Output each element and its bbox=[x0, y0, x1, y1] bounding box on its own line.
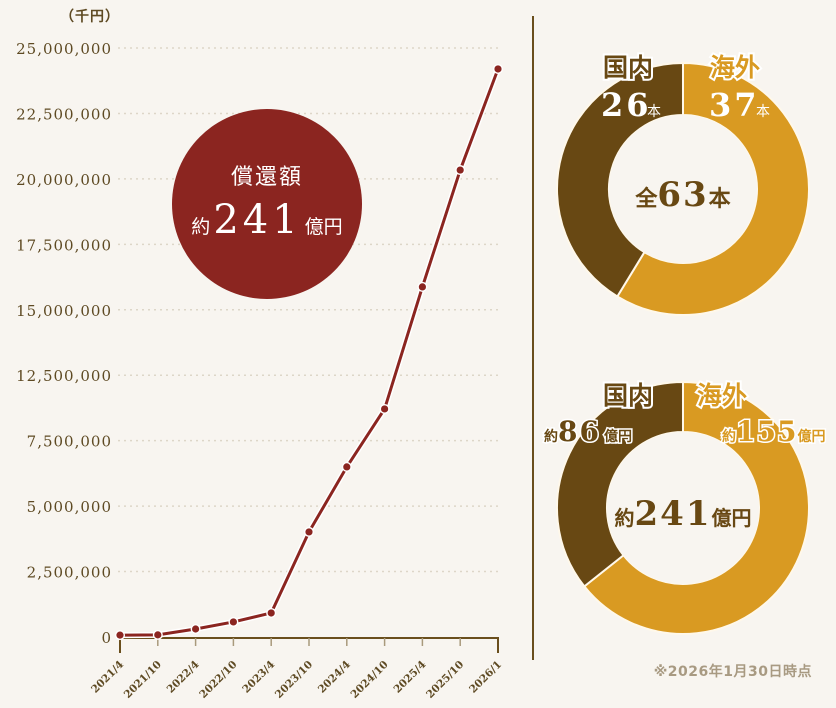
center-value: 63 bbox=[657, 175, 708, 215]
overseas-amount-prefix: 約 bbox=[722, 428, 736, 445]
y-grid: 0 2,500,000 5,000,000 7,500,000 12,500,000 15… bbox=[16, 40, 500, 647]
donut-count-center: 全63本 bbox=[634, 175, 730, 215]
x-tick-label: 2022/10 bbox=[197, 659, 239, 701]
center-prefix: 全 bbox=[634, 186, 658, 212]
overseas-label: 海外 bbox=[697, 381, 747, 410]
domestic-label: 国内 bbox=[603, 53, 653, 82]
overseas-amount: 約155億円 bbox=[722, 415, 825, 448]
section-divider bbox=[532, 16, 534, 660]
x-tick-label: 2021/4 bbox=[89, 659, 126, 696]
y-tick-label: 20,000,000 bbox=[16, 171, 112, 189]
data-point bbox=[116, 631, 124, 639]
x-tick-label: 2025/4 bbox=[391, 659, 428, 696]
center-prefix: 約 bbox=[615, 506, 635, 530]
line-series bbox=[115, 63, 503, 641]
badge-suffix: 億円 bbox=[304, 216, 343, 238]
badge-value: 241 bbox=[213, 197, 302, 243]
data-point bbox=[343, 463, 351, 471]
donut-amount-center: 約241億円 bbox=[615, 494, 752, 534]
as-of-footnote: ※2026年1月30日時点 bbox=[653, 664, 812, 680]
badge-title: 償還額 bbox=[230, 165, 303, 190]
center-value: 241 bbox=[635, 494, 712, 534]
x-tick-label: 2021/10 bbox=[122, 659, 164, 701]
domestic-amount-value: 86 bbox=[558, 415, 601, 448]
x-tick-label: 2023/4 bbox=[240, 659, 277, 696]
y-tick-label: 15,000,000 bbox=[16, 302, 112, 320]
domestic-amount-unit: 億円 bbox=[604, 428, 632, 445]
domestic-label: 国内 bbox=[603, 381, 653, 410]
donut-hole bbox=[609, 115, 757, 263]
data-point bbox=[381, 405, 389, 413]
x-tick-label: 2026/1 bbox=[467, 659, 504, 696]
badge-value-row: 約 241 億円 bbox=[191, 197, 342, 243]
data-point bbox=[229, 618, 237, 626]
x-tick-label: 2024/4 bbox=[316, 659, 353, 696]
y-axis-unit-label: （千円） bbox=[60, 9, 120, 25]
center-suffix: 本 bbox=[709, 187, 731, 212]
y-tick-label: 0 bbox=[101, 629, 112, 647]
domestic-count-value: 26 bbox=[601, 86, 652, 124]
data-point bbox=[305, 528, 313, 536]
y-tick-label: 2,500,000 bbox=[27, 564, 112, 582]
data-point bbox=[192, 625, 200, 633]
donut-hole bbox=[607, 432, 759, 584]
center-suffix: 億円 bbox=[711, 506, 751, 530]
data-point bbox=[494, 65, 502, 73]
overseas-count-value: 37 bbox=[709, 86, 760, 124]
redemption-total-badge: 償還額 約 241 億円 bbox=[172, 109, 362, 299]
overseas-count-unit: 本 bbox=[756, 104, 770, 120]
domestic-count-unit: 本 bbox=[647, 104, 661, 120]
data-point bbox=[154, 631, 162, 639]
data-point bbox=[267, 609, 275, 617]
y-tick-label: 7,500,000 bbox=[27, 433, 112, 451]
x-tick-label: 2023/10 bbox=[273, 659, 315, 701]
x-tick-label: 2024/10 bbox=[349, 659, 391, 701]
x-tick-label: 2022/4 bbox=[165, 659, 202, 696]
y-tick-label: 5,000,000 bbox=[27, 498, 112, 516]
domestic-amount-prefix: 約 bbox=[544, 428, 558, 445]
badge-prefix: 約 bbox=[191, 216, 211, 238]
overseas-amount-unit: 億円 bbox=[797, 428, 825, 445]
x-tick-label: 2025/10 bbox=[424, 659, 466, 701]
y-tick-label: 17,500,000 bbox=[16, 236, 112, 254]
y-tick-label: 25,000,000 bbox=[16, 40, 112, 58]
domestic-amount: 約86 億円 bbox=[544, 415, 632, 448]
data-point bbox=[456, 166, 464, 174]
overseas-label: 海外 bbox=[710, 53, 760, 82]
y-tick-label: 22,500,000 bbox=[16, 105, 112, 123]
data-point bbox=[418, 283, 426, 291]
overseas-amount-value: 155 bbox=[736, 415, 797, 448]
y-tick-label: 12,500,000 bbox=[16, 367, 112, 385]
